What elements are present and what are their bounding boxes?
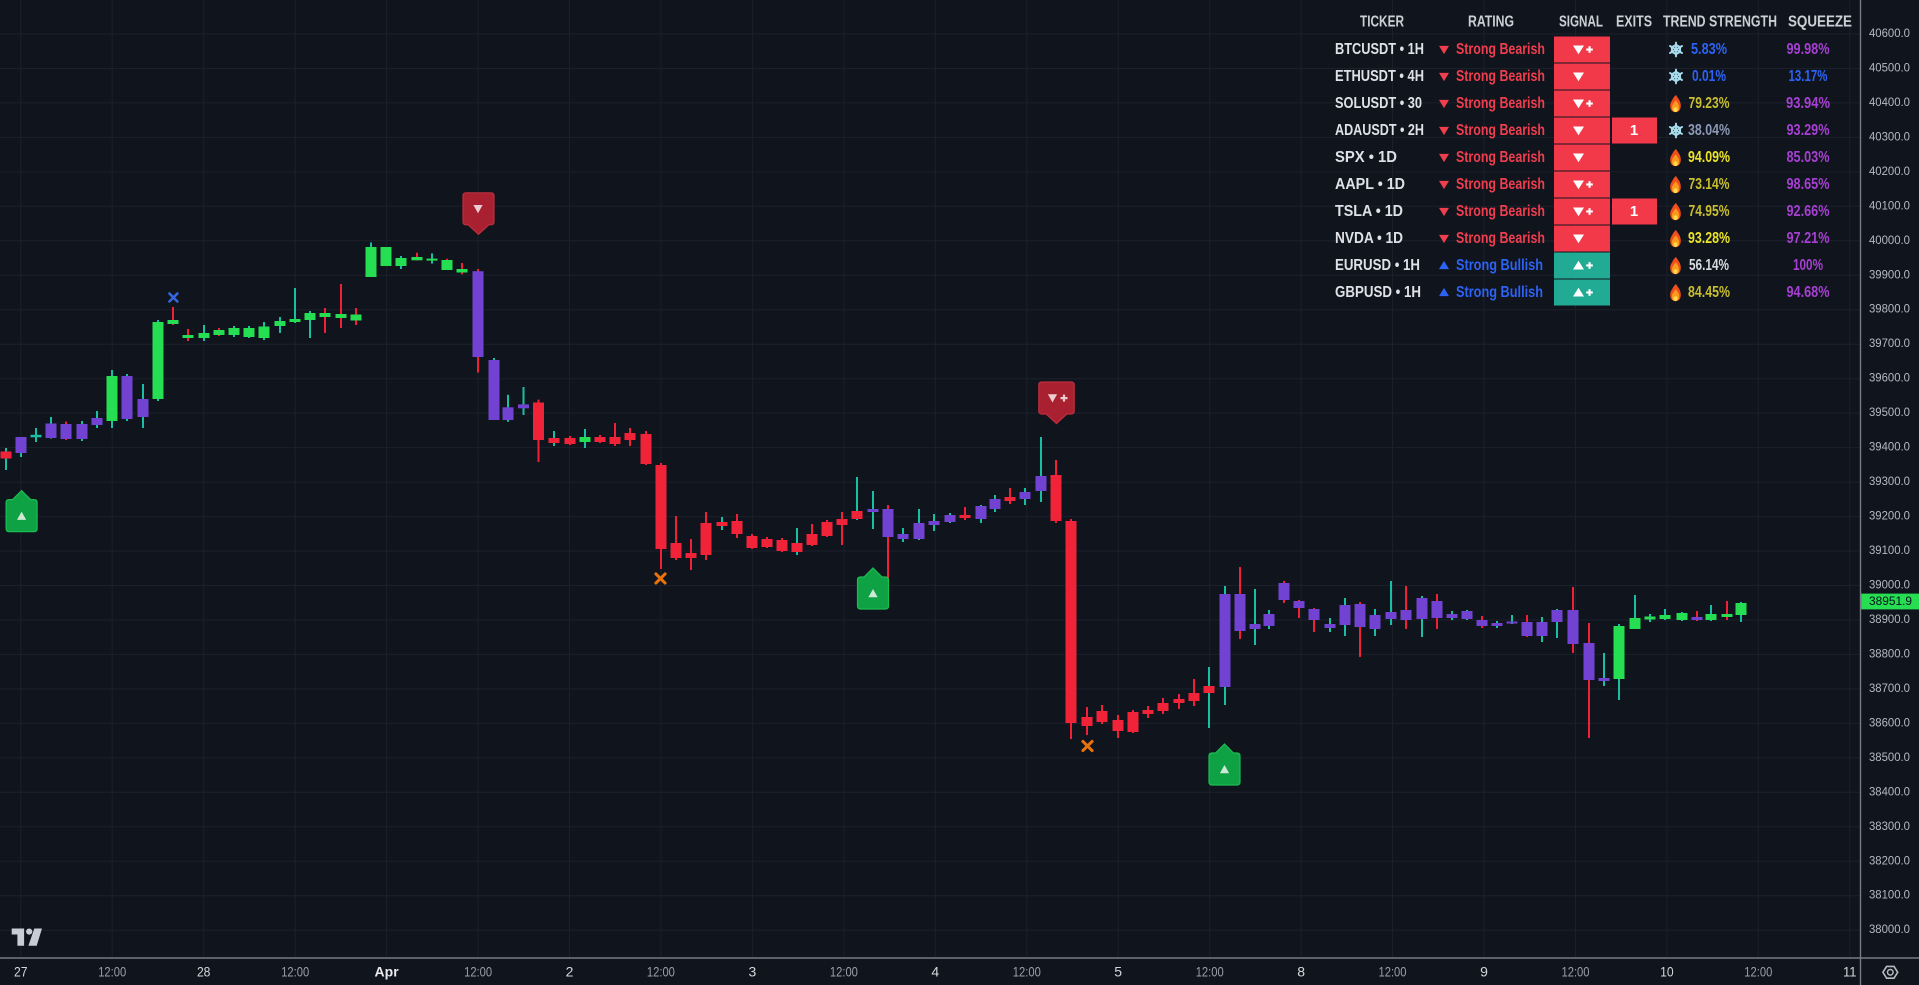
svg-text:27: 27	[14, 963, 28, 979]
svg-text:38951.9: 38951.9	[1869, 596, 1912, 608]
svg-text:4: 4	[931, 963, 939, 979]
svg-text:39600.0: 39600.0	[1869, 373, 1910, 385]
svg-text:38600.0: 38600.0	[1869, 717, 1910, 729]
svg-text:Strong Bullish: Strong Bullish	[1456, 257, 1543, 274]
svg-text:84.45%: 84.45%	[1688, 284, 1730, 301]
svg-text:98.65%: 98.65%	[1787, 176, 1830, 193]
svg-text:79.23%: 79.23%	[1689, 95, 1730, 112]
svg-text:8: 8	[1297, 963, 1305, 979]
svg-text:39700.0: 39700.0	[1869, 338, 1910, 350]
svg-text:SPX • 1D: SPX • 1D	[1335, 149, 1397, 166]
svg-text:2: 2	[566, 963, 574, 979]
svg-text:1: 1	[1630, 122, 1638, 139]
svg-text:TICKER: TICKER	[1360, 14, 1404, 31]
svg-text:Strong Bearish: Strong Bearish	[1456, 203, 1545, 220]
svg-text:39200.0: 39200.0	[1869, 511, 1910, 523]
svg-text:Strong Bearish: Strong Bearish	[1456, 176, 1545, 193]
svg-text:39800.0: 39800.0	[1869, 304, 1910, 316]
svg-text:Strong Bearish: Strong Bearish	[1456, 230, 1545, 247]
svg-text:74.95%: 74.95%	[1689, 203, 1730, 220]
svg-text:94.68%: 94.68%	[1787, 284, 1830, 301]
svg-text:Strong Bearish: Strong Bearish	[1456, 95, 1545, 112]
svg-text:97.21%: 97.21%	[1787, 230, 1830, 247]
svg-text:93.28%: 93.28%	[1688, 230, 1730, 247]
svg-text:12:00: 12:00	[830, 963, 858, 979]
svg-text:40600.0: 40600.0	[1869, 28, 1910, 40]
svg-text:38500.0: 38500.0	[1869, 752, 1910, 764]
svg-text:93.94%: 93.94%	[1786, 95, 1830, 112]
svg-text:38100.0: 38100.0	[1869, 890, 1910, 902]
svg-text:40200.0: 40200.0	[1869, 166, 1910, 178]
svg-text:38800.0: 38800.0	[1869, 648, 1910, 660]
svg-text:EURUSD • 1H: EURUSD • 1H	[1335, 257, 1420, 274]
svg-text:SOLUSDT • 30: SOLUSDT • 30	[1335, 95, 1422, 112]
svg-text:73.14%: 73.14%	[1689, 176, 1730, 193]
svg-text:TSLA • 1D: TSLA • 1D	[1335, 203, 1403, 220]
svg-text:SQUEEZE: SQUEEZE	[1788, 14, 1852, 31]
svg-text:12:00: 12:00	[98, 963, 126, 979]
svg-text:38000.0: 38000.0	[1869, 924, 1910, 936]
svg-text:92.66%: 92.66%	[1787, 203, 1830, 220]
svg-text:39900.0: 39900.0	[1869, 269, 1910, 281]
svg-text:38.04%: 38.04%	[1688, 122, 1730, 139]
svg-text:1: 1	[1630, 203, 1638, 220]
svg-text:85.03%: 85.03%	[1787, 149, 1830, 166]
svg-text:12:00: 12:00	[464, 963, 492, 979]
svg-text:38300.0: 38300.0	[1869, 821, 1910, 833]
svg-text:12:00: 12:00	[1562, 963, 1590, 979]
svg-text:28: 28	[197, 963, 211, 979]
svg-text:38900.0: 38900.0	[1869, 614, 1910, 626]
svg-text:39300.0: 39300.0	[1869, 476, 1910, 488]
svg-text:99.98%: 99.98%	[1787, 41, 1830, 58]
svg-text:Strong Bearish: Strong Bearish	[1456, 68, 1545, 85]
svg-text:Strong Bearish: Strong Bearish	[1456, 149, 1545, 166]
svg-text:40500.0: 40500.0	[1869, 63, 1910, 75]
svg-text:12:00: 12:00	[1379, 963, 1407, 979]
svg-text:TREND STRENGTH: TREND STRENGTH	[1663, 14, 1777, 31]
svg-text:SIGNAL: SIGNAL	[1559, 14, 1603, 31]
svg-text:5.83%: 5.83%	[1691, 41, 1727, 58]
svg-text:12:00: 12:00	[281, 963, 309, 979]
svg-text:12:00: 12:00	[1744, 963, 1772, 979]
svg-text:AAPL • 1D: AAPL • 1D	[1335, 176, 1405, 193]
svg-text:5: 5	[1114, 963, 1122, 979]
svg-text:GBPUSD • 1H: GBPUSD • 1H	[1335, 284, 1421, 301]
svg-text:RATING: RATING	[1468, 14, 1514, 31]
svg-text:Strong Bearish: Strong Bearish	[1456, 122, 1545, 139]
svg-text:Strong Bearish: Strong Bearish	[1456, 41, 1545, 58]
svg-text:Strong Bullish: Strong Bullish	[1456, 284, 1543, 301]
svg-text:NVDA • 1D: NVDA • 1D	[1335, 230, 1403, 247]
svg-text:39100.0: 39100.0	[1869, 545, 1910, 557]
svg-text:9: 9	[1480, 963, 1488, 979]
svg-text:39500.0: 39500.0	[1869, 407, 1910, 419]
svg-text:93.29%: 93.29%	[1787, 122, 1830, 139]
svg-text:12:00: 12:00	[647, 963, 675, 979]
svg-text:39000.0: 39000.0	[1869, 580, 1910, 592]
svg-text:40000.0: 40000.0	[1869, 235, 1910, 247]
svg-text:38400.0: 38400.0	[1869, 786, 1910, 798]
svg-text:38700.0: 38700.0	[1869, 683, 1910, 695]
svg-text:ADAUSDT • 2H: ADAUSDT • 2H	[1335, 122, 1424, 139]
svg-text:56.14%: 56.14%	[1689, 257, 1729, 274]
svg-text:BTCUSDT • 1H: BTCUSDT • 1H	[1335, 41, 1424, 58]
svg-text:Apr: Apr	[375, 963, 400, 979]
svg-text:40400.0: 40400.0	[1869, 97, 1910, 109]
svg-text:12:00: 12:00	[1196, 963, 1224, 979]
svg-text:40100.0: 40100.0	[1869, 200, 1910, 212]
svg-text:10: 10	[1660, 963, 1674, 979]
svg-text:12:00: 12:00	[1013, 963, 1041, 979]
svg-text:11: 11	[1843, 963, 1857, 979]
svg-text:ETHUSDT • 4H: ETHUSDT • 4H	[1335, 68, 1424, 85]
svg-text:38200.0: 38200.0	[1869, 855, 1910, 867]
svg-text:94.09%: 94.09%	[1688, 149, 1730, 166]
svg-text:39400.0: 39400.0	[1869, 442, 1910, 454]
svg-text:EXITS: EXITS	[1616, 14, 1652, 31]
svg-text:40300.0: 40300.0	[1869, 131, 1910, 143]
svg-text:13.17%: 13.17%	[1789, 68, 1828, 85]
svg-text:0.01%: 0.01%	[1692, 68, 1726, 85]
svg-text:100%: 100%	[1793, 257, 1823, 274]
svg-text:3: 3	[749, 963, 757, 979]
